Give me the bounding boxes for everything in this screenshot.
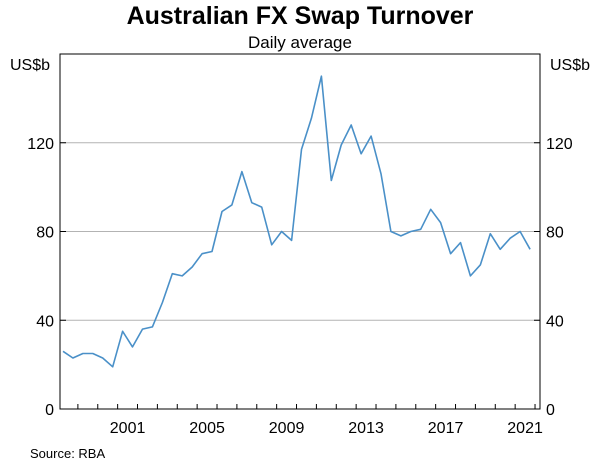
gridlines (60, 142, 540, 321)
y-axis-left: 0 40 80 120 (27, 136, 66, 419)
y-tick-label-left: 80 (36, 225, 54, 242)
y-tick-label-left: 120 (27, 136, 54, 153)
x-tick-label: 2005 (189, 420, 225, 437)
y-tick-label-left: 0 (45, 402, 54, 419)
chart-title: Australian FX Swap Turnover (127, 2, 474, 30)
x-tick-label: 2021 (507, 420, 543, 437)
y-tick-label-right: 40 (546, 313, 564, 330)
x-axis: 2001 2005 2009 2013 2017 2021 (77, 404, 543, 437)
y-axis-unit-right: US$b (550, 57, 590, 74)
x-tick-label: 2017 (428, 420, 464, 437)
series-line (62, 75, 531, 368)
x-tick-label: 2009 (269, 420, 305, 437)
chart-subtitle: Daily average (248, 33, 352, 52)
y-tick-label-left: 40 (36, 313, 54, 330)
source-note: Source: RBA (30, 446, 105, 461)
y-axis-unit-left: US$b (10, 57, 50, 74)
plot-frame (59, 53, 541, 410)
x-tick-label: 2001 (110, 420, 146, 437)
y-tick-label-right: 80 (546, 225, 564, 242)
y-tick-label-right: 120 (546, 136, 573, 153)
y-tick-label-right: 0 (546, 402, 555, 419)
x-tick-label: 2013 (348, 420, 384, 437)
series-layer (62, 75, 531, 368)
